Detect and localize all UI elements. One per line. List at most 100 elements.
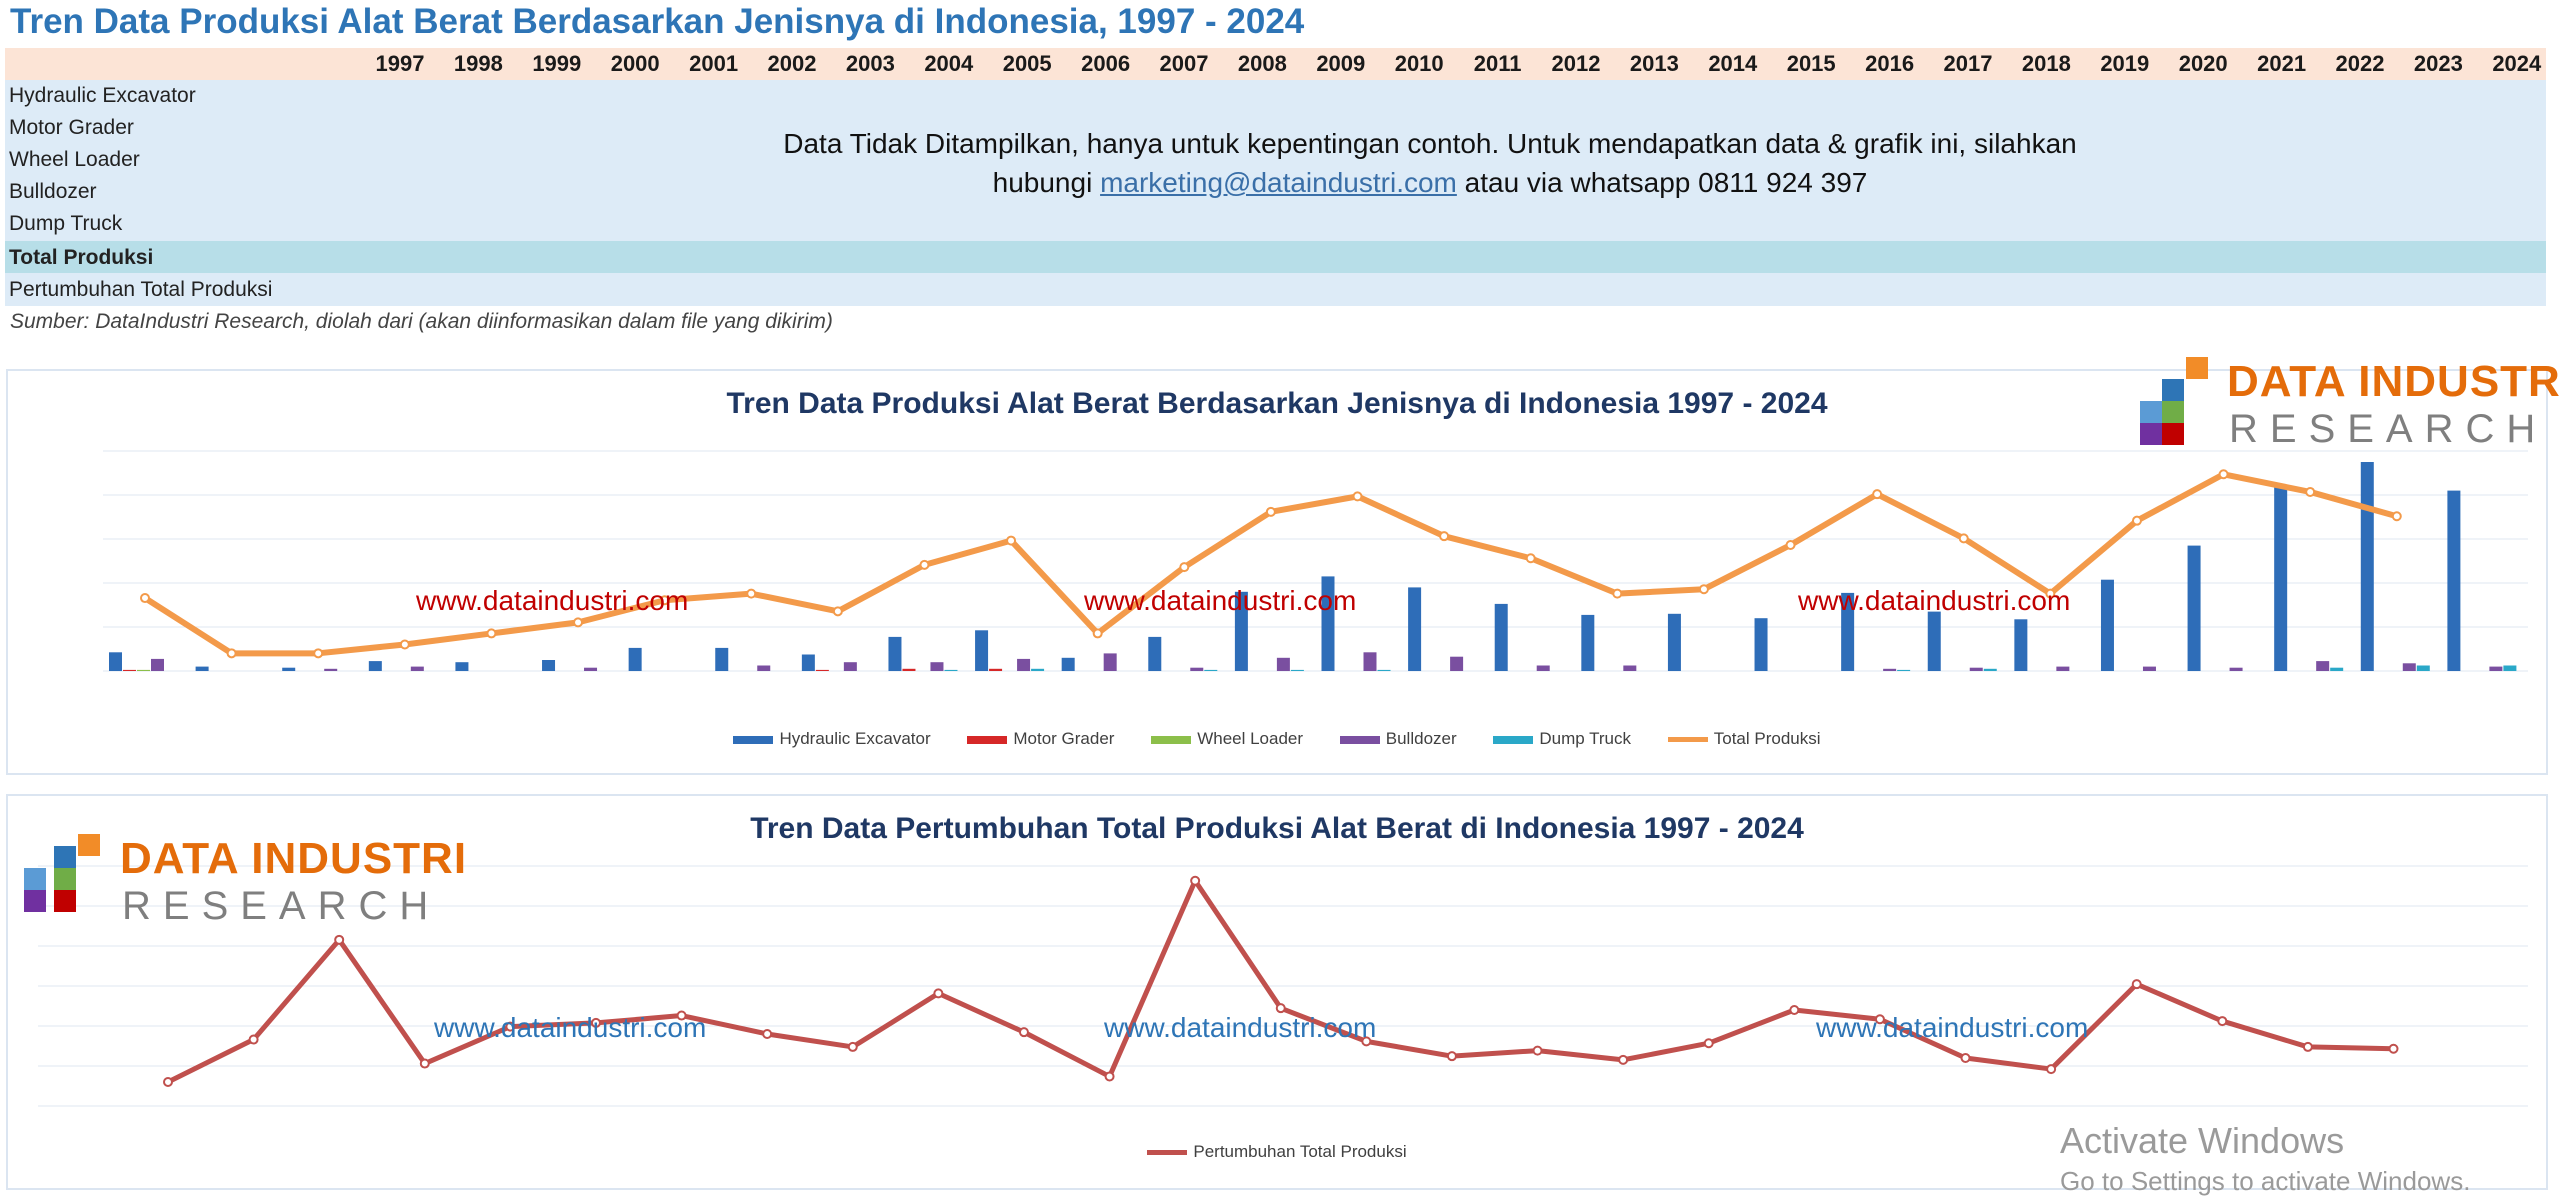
bar bbox=[1190, 667, 1204, 671]
logo-square-lightblue bbox=[24, 868, 46, 890]
year-header-cell: 2002 bbox=[767, 51, 817, 76]
total-produksi-point bbox=[2305, 486, 2316, 497]
bar bbox=[123, 669, 136, 671]
bar bbox=[1290, 669, 1304, 671]
logo-square-orange bbox=[2186, 357, 2208, 379]
legend-swatch bbox=[1339, 735, 1380, 744]
bar bbox=[801, 654, 815, 671]
total-produksi-point bbox=[1006, 535, 1017, 546]
growth-point bbox=[1960, 1053, 1971, 1063]
legend-item: Wheel Loader bbox=[1151, 729, 1303, 749]
bar bbox=[757, 665, 771, 671]
total-produksi-point bbox=[1872, 489, 1883, 500]
bar bbox=[2402, 663, 2416, 671]
table-title: Tren Data Produksi Alat Berat Berdasarka… bbox=[10, 2, 1305, 41]
total-produksi-point bbox=[313, 648, 324, 659]
activate-windows-subtitle: Go to Settings to activate Windows. bbox=[2060, 1166, 2471, 1196]
legend-label: Hydraulic Excavator bbox=[779, 729, 931, 748]
logo-text-bottom: RESEARCH bbox=[2229, 407, 2548, 451]
bar bbox=[109, 652, 122, 671]
bar bbox=[542, 660, 556, 671]
watermark: www.dataindustri.com bbox=[1104, 1012, 1377, 1043]
logo-text-top: DATA INDUSTRI bbox=[120, 834, 468, 883]
year-header-cell: 2023 bbox=[2413, 51, 2463, 76]
production-chart-title: Tren Data Produksi Alat Berat Berdasarka… bbox=[726, 387, 1828, 420]
legend-label: Total Produksi bbox=[1713, 729, 1821, 748]
year-header-cell: 2005 bbox=[1002, 51, 1052, 76]
growth-point bbox=[2217, 1016, 2228, 1027]
bar bbox=[715, 647, 729, 671]
row-label: Wheel Loader bbox=[9, 148, 140, 171]
production-chart-panel[interactable]: Tren Data Produksi Alat Berat Berdasarka… bbox=[6, 357, 2560, 775]
bar bbox=[1667, 613, 1681, 671]
logo-text-top: DATA INDUSTRI bbox=[2227, 357, 2560, 406]
bar bbox=[2489, 666, 2503, 671]
bar bbox=[888, 636, 902, 671]
notice-line-2: hubungi marketing@dataindustri.com atau … bbox=[640, 163, 2220, 202]
bar bbox=[282, 667, 296, 671]
watermark: www.dataindustri.com bbox=[416, 585, 689, 616]
bar bbox=[1377, 669, 1391, 671]
bar bbox=[989, 668, 1003, 671]
total-produksi-line bbox=[143, 471, 2398, 657]
total-produksi-point bbox=[1525, 553, 1536, 564]
growth-point bbox=[847, 1041, 858, 1052]
logo-square-orange bbox=[78, 834, 100, 856]
total-produksi-point bbox=[140, 593, 150, 604]
logo-square-red bbox=[54, 890, 76, 912]
bar bbox=[1883, 668, 1897, 671]
year-header-cell: 2008 bbox=[1237, 51, 1287, 76]
legend-label: Bulldozer bbox=[1385, 729, 1457, 748]
growth-point bbox=[1618, 1054, 1629, 1065]
growth-point bbox=[1361, 1036, 1372, 1047]
year-header-cell: 2024 bbox=[2492, 51, 2542, 76]
year-header-cell: 2012 bbox=[1551, 51, 1601, 76]
total-produksi-point bbox=[2218, 469, 2229, 480]
bar bbox=[584, 667, 598, 671]
year-header-cell: 1999 bbox=[532, 51, 582, 76]
bar bbox=[2274, 486, 2288, 671]
total-produksi-point bbox=[1439, 531, 1450, 542]
total-produksi-point bbox=[1179, 562, 1190, 573]
logo-text-bottom: RESEARCH bbox=[122, 884, 441, 928]
logo: DATA INDUSTRI RESEARCH bbox=[14, 834, 466, 928]
bar bbox=[2360, 462, 2374, 671]
bar bbox=[843, 662, 857, 671]
bar bbox=[1103, 653, 1117, 671]
year-header-cell: 1998 bbox=[453, 51, 503, 76]
growth-point bbox=[1446, 1051, 1457, 1062]
growth-point bbox=[2046, 1064, 2057, 1075]
legend-label: Dump Truck bbox=[1539, 729, 1632, 748]
total-produksi-point bbox=[2045, 588, 2056, 599]
bar bbox=[2416, 665, 2430, 671]
bar bbox=[1581, 614, 1595, 671]
total-produksi-point bbox=[1785, 540, 1796, 550]
legend-swatch bbox=[1147, 1150, 1188, 1156]
total-produksi-point bbox=[1958, 533, 1969, 544]
watermark: www.dataindustri.com bbox=[434, 1012, 707, 1043]
total-produksi-point bbox=[2391, 511, 2402, 522]
growth-point bbox=[505, 1021, 516, 1032]
total-produksi-point bbox=[1612, 588, 1623, 599]
bar bbox=[1031, 668, 1045, 671]
bar bbox=[815, 669, 829, 671]
watermark: www.dataindustri.com bbox=[1798, 585, 2071, 616]
bar bbox=[1897, 669, 1911, 671]
growth-chart-panel[interactable]: Tren Data Pertumbuhan Total Produksi Ala… bbox=[6, 794, 2548, 1190]
bar bbox=[1017, 658, 1031, 671]
total-produksi-point bbox=[1698, 584, 1709, 595]
year-header-cell: 2010 bbox=[1394, 51, 1444, 76]
notice-line-1: Data Tidak Ditampilkan, hanya untuk kepe… bbox=[783, 128, 2077, 159]
watermark: www.dataindustri.com bbox=[1084, 585, 1357, 616]
growth-point bbox=[163, 1077, 173, 1087]
bar bbox=[2142, 666, 2156, 671]
email-link[interactable]: marketing@dataindustri.com bbox=[1100, 167, 1457, 198]
legend-item: Bulldozer bbox=[1339, 729, 1457, 749]
bar bbox=[1276, 657, 1290, 671]
bar bbox=[902, 668, 916, 671]
bar bbox=[1623, 665, 1637, 671]
growth-point bbox=[676, 1010, 687, 1021]
growth-chart-legend: Pertumbuhan Total Produksi bbox=[8, 1142, 2546, 1162]
bar bbox=[2014, 619, 2028, 671]
growth-point bbox=[2388, 1043, 2399, 1054]
